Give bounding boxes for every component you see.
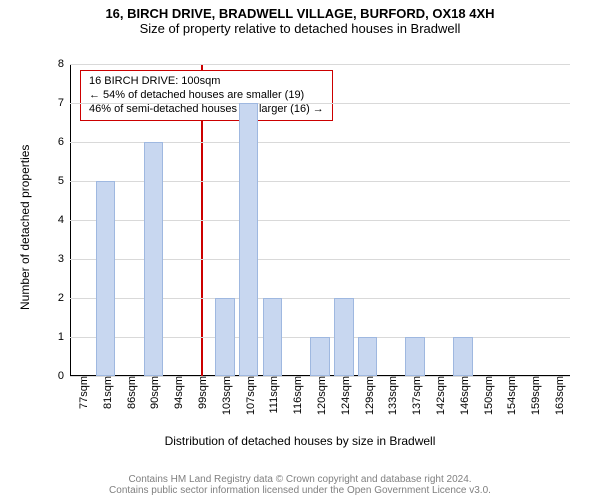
bar	[334, 298, 354, 376]
x-tick-label: 116sqm	[288, 376, 304, 414]
x-tick-label: 111sqm	[264, 376, 280, 414]
gridline	[70, 64, 570, 65]
x-tick-label: 146sqm	[455, 376, 471, 415]
gridline	[70, 103, 570, 104]
bar	[263, 298, 283, 376]
footer: Contains HM Land Registry data © Crown c…	[0, 474, 600, 496]
y-tick-label: 6	[58, 136, 70, 148]
x-tick-label: 129sqm	[360, 376, 376, 415]
y-tick-label: 3	[58, 253, 70, 265]
x-tick-label: 107sqm	[241, 376, 257, 415]
x-tick-label: 163sqm	[550, 376, 566, 415]
y-tick-label: 7	[58, 97, 70, 109]
y-tick-label: 1	[58, 331, 70, 343]
x-tick-label: 154sqm	[502, 376, 518, 415]
x-tick-label: 99sqm	[193, 376, 209, 409]
x-tick-label: 142sqm	[431, 376, 447, 415]
x-tick-label: 137sqm	[407, 376, 423, 415]
x-tick-label: 94sqm	[169, 376, 185, 409]
y-tick-label: 4	[58, 214, 70, 226]
footer-line-1: Contains HM Land Registry data © Crown c…	[0, 474, 600, 485]
bar	[144, 142, 164, 376]
legend-larger: 46% of semi-detached houses are larger (…	[89, 103, 324, 117]
x-axis-label: Distribution of detached houses by size …	[0, 434, 600, 448]
x-tick-label: 77sqm	[74, 376, 90, 409]
legend-title: 16 BIRCH DRIVE: 100sqm	[89, 75, 324, 89]
bar	[310, 337, 330, 376]
plot-area: 16 BIRCH DRIVE: 100sqm ← 54% of detached…	[70, 64, 570, 376]
x-tick-label: 124sqm	[336, 376, 352, 415]
y-tick-label: 5	[58, 175, 70, 187]
bar	[405, 337, 425, 376]
y-axis-label: Number of detached properties	[18, 145, 32, 310]
legend-box: 16 BIRCH DRIVE: 100sqm ← 54% of detached…	[80, 70, 333, 121]
footer-line-2: Contains public sector information licen…	[0, 485, 600, 496]
bar	[358, 337, 378, 376]
x-tick-label: 90sqm	[145, 376, 161, 409]
bar	[215, 298, 235, 376]
x-tick-label: 81sqm	[98, 376, 114, 409]
x-tick-label: 159sqm	[526, 376, 542, 415]
bar	[239, 103, 259, 376]
x-tick-label: 150sqm	[479, 376, 495, 415]
page-subtitle: Size of property relative to detached ho…	[0, 21, 600, 36]
y-tick-label: 2	[58, 292, 70, 304]
x-tick-label: 103sqm	[217, 376, 233, 415]
page-title: 16, BIRCH DRIVE, BRADWELL VILLAGE, BURFO…	[0, 0, 600, 21]
bar	[96, 181, 116, 376]
y-tick-label: 0	[58, 370, 70, 382]
chart-container: { "title": "16, BIRCH DRIVE, BRADWELL VI…	[0, 0, 600, 500]
x-tick-label: 86sqm	[122, 376, 138, 409]
x-tick-label: 133sqm	[383, 376, 399, 415]
x-tick-label: 120sqm	[312, 376, 328, 415]
bar	[453, 337, 473, 376]
y-tick-label: 8	[58, 58, 70, 70]
legend-smaller: ← 54% of detached houses are smaller (19…	[89, 89, 324, 103]
